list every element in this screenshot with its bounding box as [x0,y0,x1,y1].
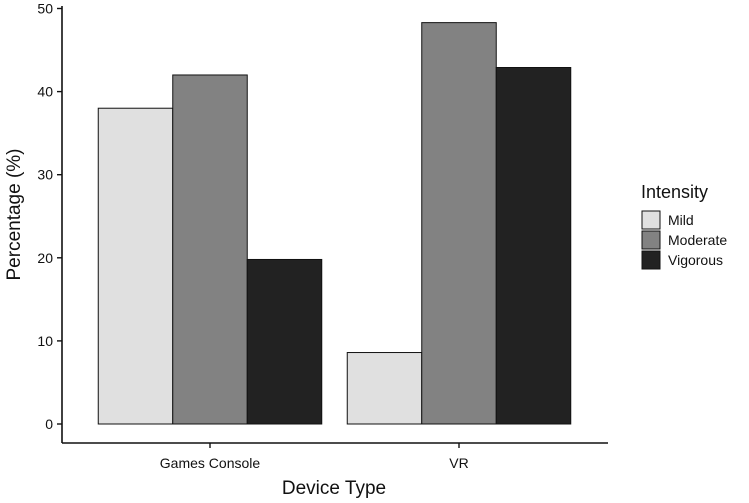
legend-label-mild: Mild [668,212,694,228]
legend-label-moderate: Moderate [668,232,727,248]
bar-vigorous-games-console [246,258,323,425]
x-tick-label: Games Console [160,455,261,471]
bar-moderate-games-console [172,74,248,425]
legend-items: Mild Moderate Vigorous [641,210,727,270]
bars [97,22,572,425]
y-tick-label: 10 [37,333,53,349]
bar-mild-vr [346,352,423,425]
legend-swatch-vigorous [641,250,661,270]
x-axis-ticks: Games Console VR [160,443,469,471]
legend-label-vigorous: Vigorous [668,252,723,268]
bar-moderate-vr [421,22,497,425]
y-tick-label: 20 [37,250,53,266]
bar-vigorous-vr [495,67,572,425]
x-tick-label: VR [449,455,468,471]
y-axis-ticks: 0 10 20 30 40 50 [37,1,62,432]
legend: Intensity Mild Moderate Vigorous [641,182,727,270]
x-axis-title: Device Type [282,478,386,499]
y-tick-label: 40 [37,84,53,100]
legend-swatch-moderate [641,230,661,250]
y-tick-label: 50 [37,1,53,17]
y-tick-label: 0 [45,416,53,432]
legend-title: Intensity [641,182,708,202]
bar-mild-games-console [97,107,174,425]
y-axis-title: Percentage (%) [4,148,25,280]
y-tick-label: 30 [37,167,53,183]
legend-swatch-mild [641,210,661,230]
